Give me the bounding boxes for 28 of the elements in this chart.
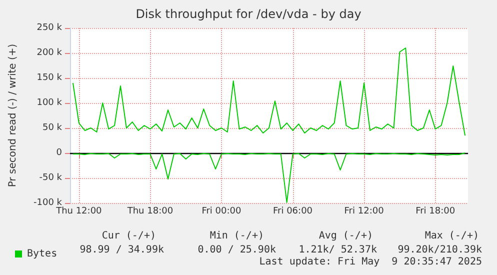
text: Max (-/+)	[424, 230, 479, 242]
y-tick-label: 200 k	[36, 48, 63, 58]
legend-label: Bytes	[27, 248, 58, 260]
x-tick-label: Fri 18:00	[416, 206, 456, 216]
y-tick-label: 0	[56, 148, 62, 158]
text: 0.00 / 25.90k	[198, 244, 276, 256]
x-tick-label: Fri 00:00	[202, 206, 242, 216]
x-tick-label: Fri 06:00	[272, 206, 313, 216]
y-tick-label: 250 k	[36, 23, 63, 33]
y-axis-title: Pr second read (-) / write (+)	[8, 44, 18, 188]
x-tick-label: Thu 18:00	[126, 206, 174, 216]
y-tick-label: -50 k	[39, 173, 63, 183]
y-tick-label: 50 k	[42, 123, 63, 133]
text: 99.20k/210.39k	[398, 244, 482, 256]
text: Min (-/+)	[210, 230, 264, 242]
text: 1.21k/ 52.37k	[298, 244, 377, 256]
text: Last update: Fri May 9 20:35:47 2025	[259, 256, 482, 268]
text: Cur (-/+)	[102, 230, 156, 242]
x-tick-label: Thu 12:00	[55, 206, 102, 216]
y-tick-label: 100 k	[36, 98, 63, 108]
line-series	[72, 152, 466, 203]
text: Avg (-/+)	[318, 230, 373, 242]
line-series	[72, 48, 466, 136]
x-tick-label: Fri 12:00	[344, 206, 384, 216]
y-tick-label: 150 k	[36, 73, 63, 83]
chart-title: Disk throughput for /dev/vda - by day	[136, 7, 362, 21]
y-tick-label: -100 k	[34, 198, 63, 208]
text: 98.99 / 34.99k	[80, 244, 164, 256]
